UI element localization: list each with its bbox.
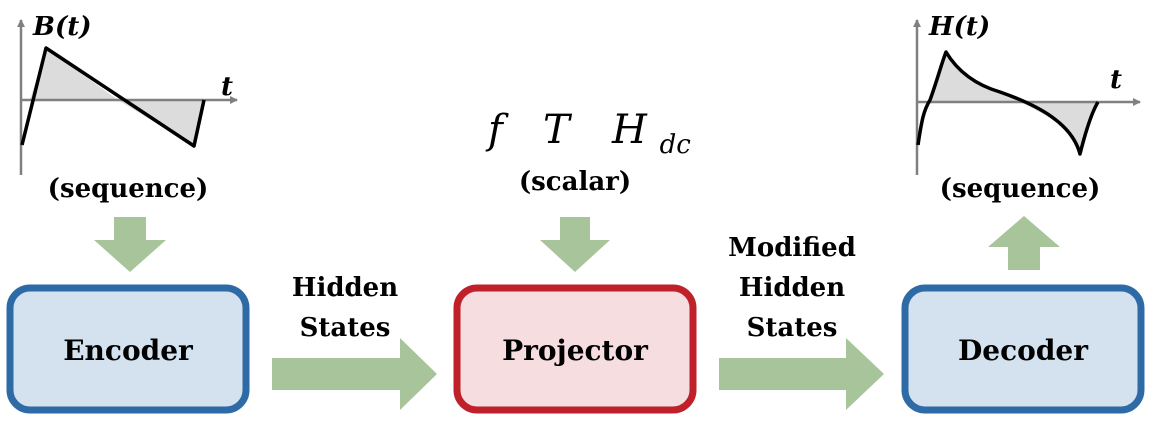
projector-block: Projector — [453, 284, 697, 414]
input-waveform-plot: B(t) t (sequence) — [17, 12, 238, 204]
scalar-H: H dc — [611, 107, 691, 160]
scalar-f: f — [485, 107, 509, 153]
input-x-label: t — [221, 72, 233, 102]
label-modified-line3: States — [747, 313, 838, 343]
input-y-label: B(t) — [32, 12, 92, 42]
arrow-encoder-to-projector — [272, 338, 437, 410]
scalar-caption: (scalar) — [519, 167, 631, 197]
scalar-inputs: f T H dc (scalar) — [485, 107, 691, 197]
label-hidden-states-line1: Hidden — [292, 273, 398, 303]
encoder-label: Encoder — [63, 334, 194, 367]
label-modified-line1: Modified — [728, 233, 856, 263]
label-modified-line2: Hidden — [739, 273, 845, 303]
output-caption: (sequence) — [940, 174, 1101, 204]
decoder-block: Decoder — [901, 284, 1145, 414]
output-x-label: t — [1110, 65, 1122, 95]
label-hidden-states-line2: States — [300, 313, 391, 343]
projector-label: Projector — [502, 334, 649, 367]
output-waveform-line — [916, 50, 1100, 156]
scalar-T: T — [543, 107, 573, 153]
input-waveform-line — [20, 46, 206, 148]
decoder-label: Decoder — [958, 334, 1089, 367]
input-caption: (sequence) — [48, 174, 209, 204]
encoder-block: Encoder — [6, 284, 250, 414]
input-waveform-fill — [30, 48, 204, 146]
output-waveform-plot: H(t) t (sequence) — [913, 12, 1141, 204]
scalar-H-subscript: dc — [660, 130, 692, 160]
scalar-H-base: H — [611, 107, 648, 153]
arrow-up-from-decoder — [988, 216, 1060, 270]
output-y-label: H(t) — [928, 12, 990, 42]
arrow-down-to-encoder — [94, 217, 166, 272]
label-modified-hidden-states: Modified Hidden States — [728, 233, 856, 343]
label-hidden-states: Hidden States — [292, 273, 398, 343]
arrow-projector-to-decoder — [719, 338, 884, 410]
arrow-down-to-projector — [540, 217, 610, 272]
